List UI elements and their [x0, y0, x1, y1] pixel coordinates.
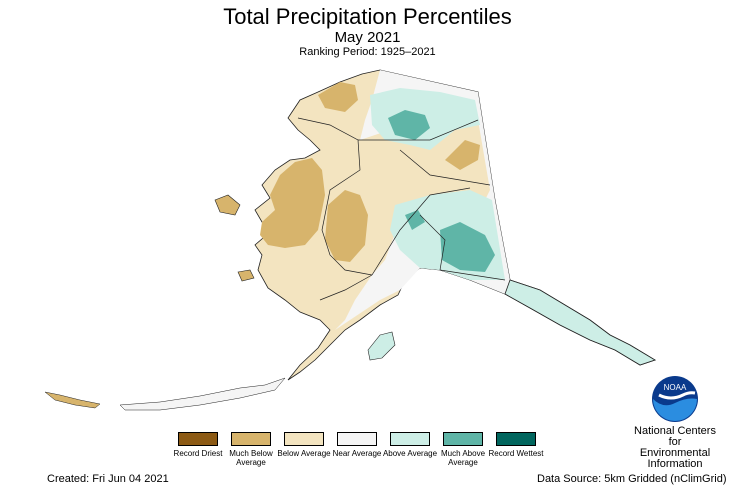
legend-swatch — [284, 432, 324, 446]
org-line: Information — [647, 458, 703, 470]
legend-item: Record Driest — [170, 432, 226, 458]
org-line: National Centers for — [634, 425, 716, 448]
legend-swatch — [178, 432, 218, 446]
much-below-east-spot — [445, 140, 480, 170]
much-below-interior — [325, 190, 368, 262]
created-date: Created: Fri Jun 04 2021 — [47, 473, 169, 485]
legend-label: Record Wettest — [488, 449, 544, 458]
much-below-north — [318, 82, 358, 112]
legend-item: Much Below Average — [223, 432, 279, 467]
legend-swatch — [231, 432, 271, 446]
nunivak-island — [237, 269, 255, 282]
legend-item: Record Wettest — [488, 432, 544, 458]
st-lawrence-island — [214, 194, 241, 216]
much-above-south — [440, 222, 495, 272]
legend-label: Record Driest — [173, 449, 223, 458]
legend-item: Below Average — [276, 432, 332, 458]
noaa-logo: NOAA — [652, 376, 698, 422]
legend-label: Near Average — [332, 449, 382, 458]
legend-label: Below Average — [277, 449, 331, 458]
much-above-north — [388, 110, 430, 140]
legend-swatch — [390, 432, 430, 446]
much-below-west — [260, 158, 325, 248]
western-aleutians — [44, 391, 101, 409]
legend-label: Above Average — [382, 449, 438, 458]
svg-text:NOAA: NOAA — [664, 383, 687, 392]
ranking-period: Ranking Period: 1925–2021 — [299, 46, 436, 58]
legend-label: Much Above Average — [440, 449, 486, 467]
org-line: Environmental — [639, 447, 711, 459]
aleutian-chain — [119, 377, 286, 411]
panhandle-region — [504, 279, 656, 366]
legend-swatch — [443, 432, 483, 446]
division-lines — [297, 117, 506, 301]
map-title: Total Precipitation Percentiles — [223, 4, 512, 29]
kodiak-island — [367, 331, 396, 361]
legend-item: Near Average — [329, 432, 385, 458]
alaska-map — [44, 69, 656, 411]
legend-swatch — [337, 432, 377, 446]
legend-item: Much Above Average — [435, 432, 491, 467]
legend-label: Much Below Average — [229, 449, 273, 467]
legend-swatch — [496, 432, 536, 446]
data-source: Data Source: 5km Gridded (nClimGrid) — [537, 473, 727, 485]
legend-item: Above Average — [382, 432, 438, 458]
org-name: National Centers for Environmental Infor… — [627, 426, 723, 470]
legend: Record Driest Much Below Average Below Ave… — [170, 432, 543, 476]
map-subtitle: May 2021 — [334, 29, 401, 46]
